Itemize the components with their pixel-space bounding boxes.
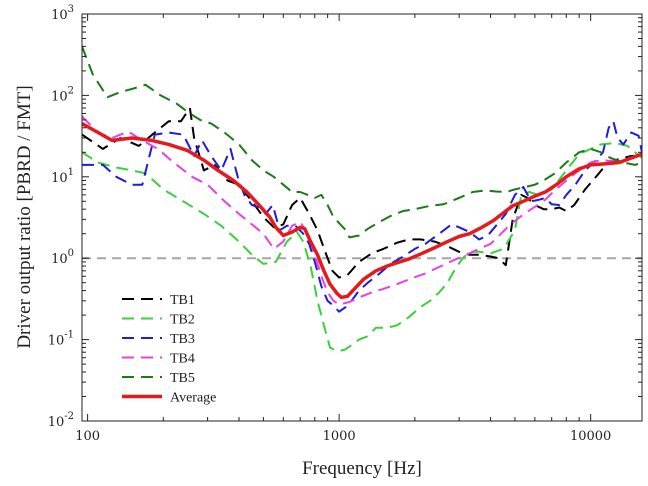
y-axis-label: Driver output ratio [PBRD / FMT] (14, 85, 35, 348)
y-tick-label: 10-1 (48, 330, 74, 349)
legend-label-tb3: TB3 (170, 332, 195, 347)
x-tick-label: 1000 (323, 429, 356, 444)
series-line-tb5 (82, 46, 642, 239)
y-tick-label: 100 (51, 248, 74, 267)
x-tick-label: 10000 (570, 429, 611, 444)
x-axis-label: Frequency [Hz] (302, 458, 422, 479)
y-tick-label: 10-2 (48, 411, 74, 430)
y-tick-label: 101 (51, 167, 74, 186)
y-tick-label: 103 (51, 4, 74, 23)
legend: TB1 TB2 TB3 TB4 TB5 Average (122, 293, 216, 406)
legend-label-average: Average (170, 391, 216, 406)
plot-frame (81, 13, 643, 422)
series-line-tb1 (82, 107, 642, 279)
legend-label-tb5: TB5 (170, 371, 195, 386)
y-tick-label: 102 (51, 85, 74, 104)
series-line-average (82, 122, 642, 300)
legend-label-tb4: TB4 (170, 352, 195, 367)
x-tick-label: 100 (75, 429, 100, 444)
series-line-tb2 (82, 142, 642, 353)
series-line-tb3 (82, 120, 642, 313)
legend-label-tb1: TB1 (170, 293, 195, 308)
legend-label-tb2: TB2 (170, 313, 195, 328)
